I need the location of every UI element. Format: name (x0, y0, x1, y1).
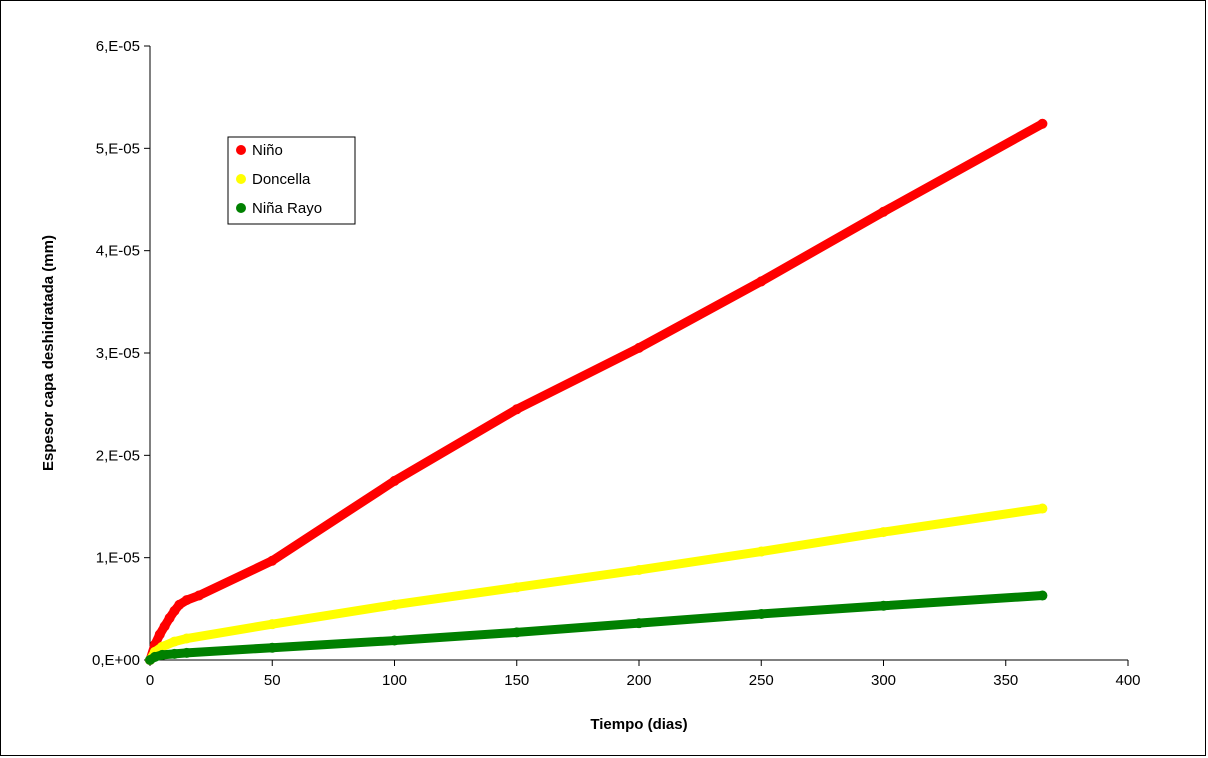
legend-label: Doncella (252, 171, 311, 188)
series-1 (145, 503, 1048, 665)
data-point (1037, 590, 1048, 601)
y-tick-label: 2,E-05 (96, 447, 140, 464)
data-point (389, 599, 400, 610)
data-point (267, 619, 278, 630)
data-point (1037, 503, 1048, 514)
data-point (756, 608, 767, 619)
x-tick-label: 200 (626, 672, 651, 689)
x-axis-title: Tiempo (dias) (590, 716, 687, 733)
x-tick-label: 300 (871, 672, 896, 689)
data-point (878, 527, 889, 538)
y-tick-label: 3,E-05 (96, 345, 140, 362)
data-point (267, 642, 278, 653)
y-axis-title: Espesor capa deshidratada (mm) (40, 235, 57, 471)
y-tick-label: 1,E-05 (96, 550, 140, 567)
legend-marker (236, 203, 246, 213)
data-point (157, 649, 168, 660)
data-point (164, 613, 175, 624)
data-point (169, 636, 180, 647)
x-tick-label: 50 (264, 672, 281, 689)
data-point (511, 582, 522, 593)
data-point (511, 404, 522, 415)
x-tick-label: 0 (146, 672, 154, 689)
legend-marker (236, 174, 246, 184)
data-point (756, 546, 767, 557)
data-point (154, 629, 165, 640)
data-point (159, 621, 170, 632)
data-point (174, 599, 185, 610)
data-point (511, 627, 522, 638)
y-tick-label: 4,E-05 (96, 243, 140, 260)
data-point (181, 595, 192, 606)
x-tick-label: 400 (1115, 672, 1140, 689)
series-line (145, 504, 1047, 665)
legend-box (227, 136, 356, 225)
legend-marker (236, 145, 246, 155)
series-2 (145, 590, 1048, 665)
axes: 0,E+00 1,E-05 2,E-05 3,E-05 4,E-05 5,E-05 6,E-… (92, 38, 1140, 689)
y-tick-label: 0,E+00 (92, 652, 140, 669)
x-tick-label: 250 (749, 672, 774, 689)
series-0 (145, 118, 1048, 665)
data-point (389, 475, 400, 486)
x-tick-label: 150 (504, 672, 529, 689)
data-point (634, 564, 644, 575)
data-point (267, 555, 278, 566)
legend-label: Niño (252, 142, 283, 159)
data-point (1037, 118, 1048, 129)
data-point (878, 206, 889, 217)
legend: Niño Doncella Niña Rayo (227, 136, 356, 225)
data-point (878, 600, 889, 611)
data-point (193, 590, 204, 601)
data-point (169, 648, 180, 659)
data-point (181, 633, 192, 644)
data-point (157, 641, 168, 652)
data-point (634, 618, 644, 629)
data-point (634, 342, 644, 353)
y-tick-label: 6,E-05 (96, 38, 140, 55)
data-point (756, 276, 767, 287)
series-layer (145, 118, 1048, 665)
legend-label: Niña Rayo (252, 200, 322, 217)
data-point (389, 635, 400, 646)
data-point (181, 647, 192, 658)
x-tick-label: 350 (993, 672, 1018, 689)
x-tick-label: 100 (382, 672, 407, 689)
y-tick-label: 5,E-05 (96, 140, 140, 157)
series-line (145, 591, 1047, 665)
